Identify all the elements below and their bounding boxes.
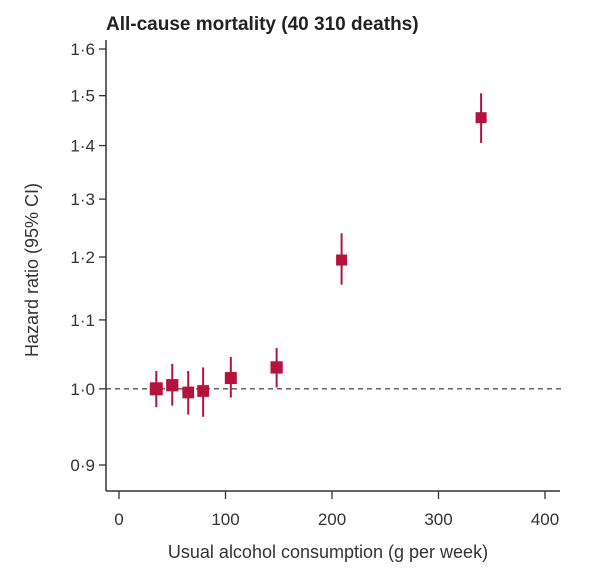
- y-tick-label: 1·5: [70, 87, 95, 106]
- x-tick-label: 0: [114, 510, 123, 529]
- y-tick-label: 0·9: [70, 456, 95, 475]
- y-tick-label: 1·6: [70, 40, 95, 59]
- data-point: [475, 112, 487, 124]
- data-point: [336, 254, 348, 266]
- data-points-layer: [149, 93, 487, 417]
- axes-layer: 0·9 1·0 1·1 1·2 1·3 1·4 1·5 1·6 0 100 200 300 400: [70, 40, 560, 529]
- data-point: [224, 372, 237, 385]
- x-axis-label: Usual alcohol consumption (g per week): [168, 542, 488, 562]
- y-tick-label: 1·4: [70, 137, 95, 156]
- y-tick-label: 1·1: [70, 311, 95, 330]
- data-point: [166, 379, 179, 392]
- chart-title: All-cause mortality (40 310 deaths): [106, 14, 419, 35]
- x-tick-label: 300: [424, 510, 452, 529]
- y-tick-label: 1·3: [70, 190, 95, 209]
- y-axis-label: Hazard ratio (95% CI): [22, 183, 42, 357]
- x-tick-label: 400: [531, 510, 559, 529]
- data-point: [182, 386, 195, 399]
- x-tick-label: 100: [211, 510, 239, 529]
- data-point: [149, 382, 163, 396]
- data-point: [197, 385, 210, 397]
- x-tick-label: 200: [318, 510, 346, 529]
- y-tick-label: 1·2: [70, 248, 95, 267]
- data-point: [270, 361, 283, 374]
- y-tick-label: 1·0: [70, 380, 95, 399]
